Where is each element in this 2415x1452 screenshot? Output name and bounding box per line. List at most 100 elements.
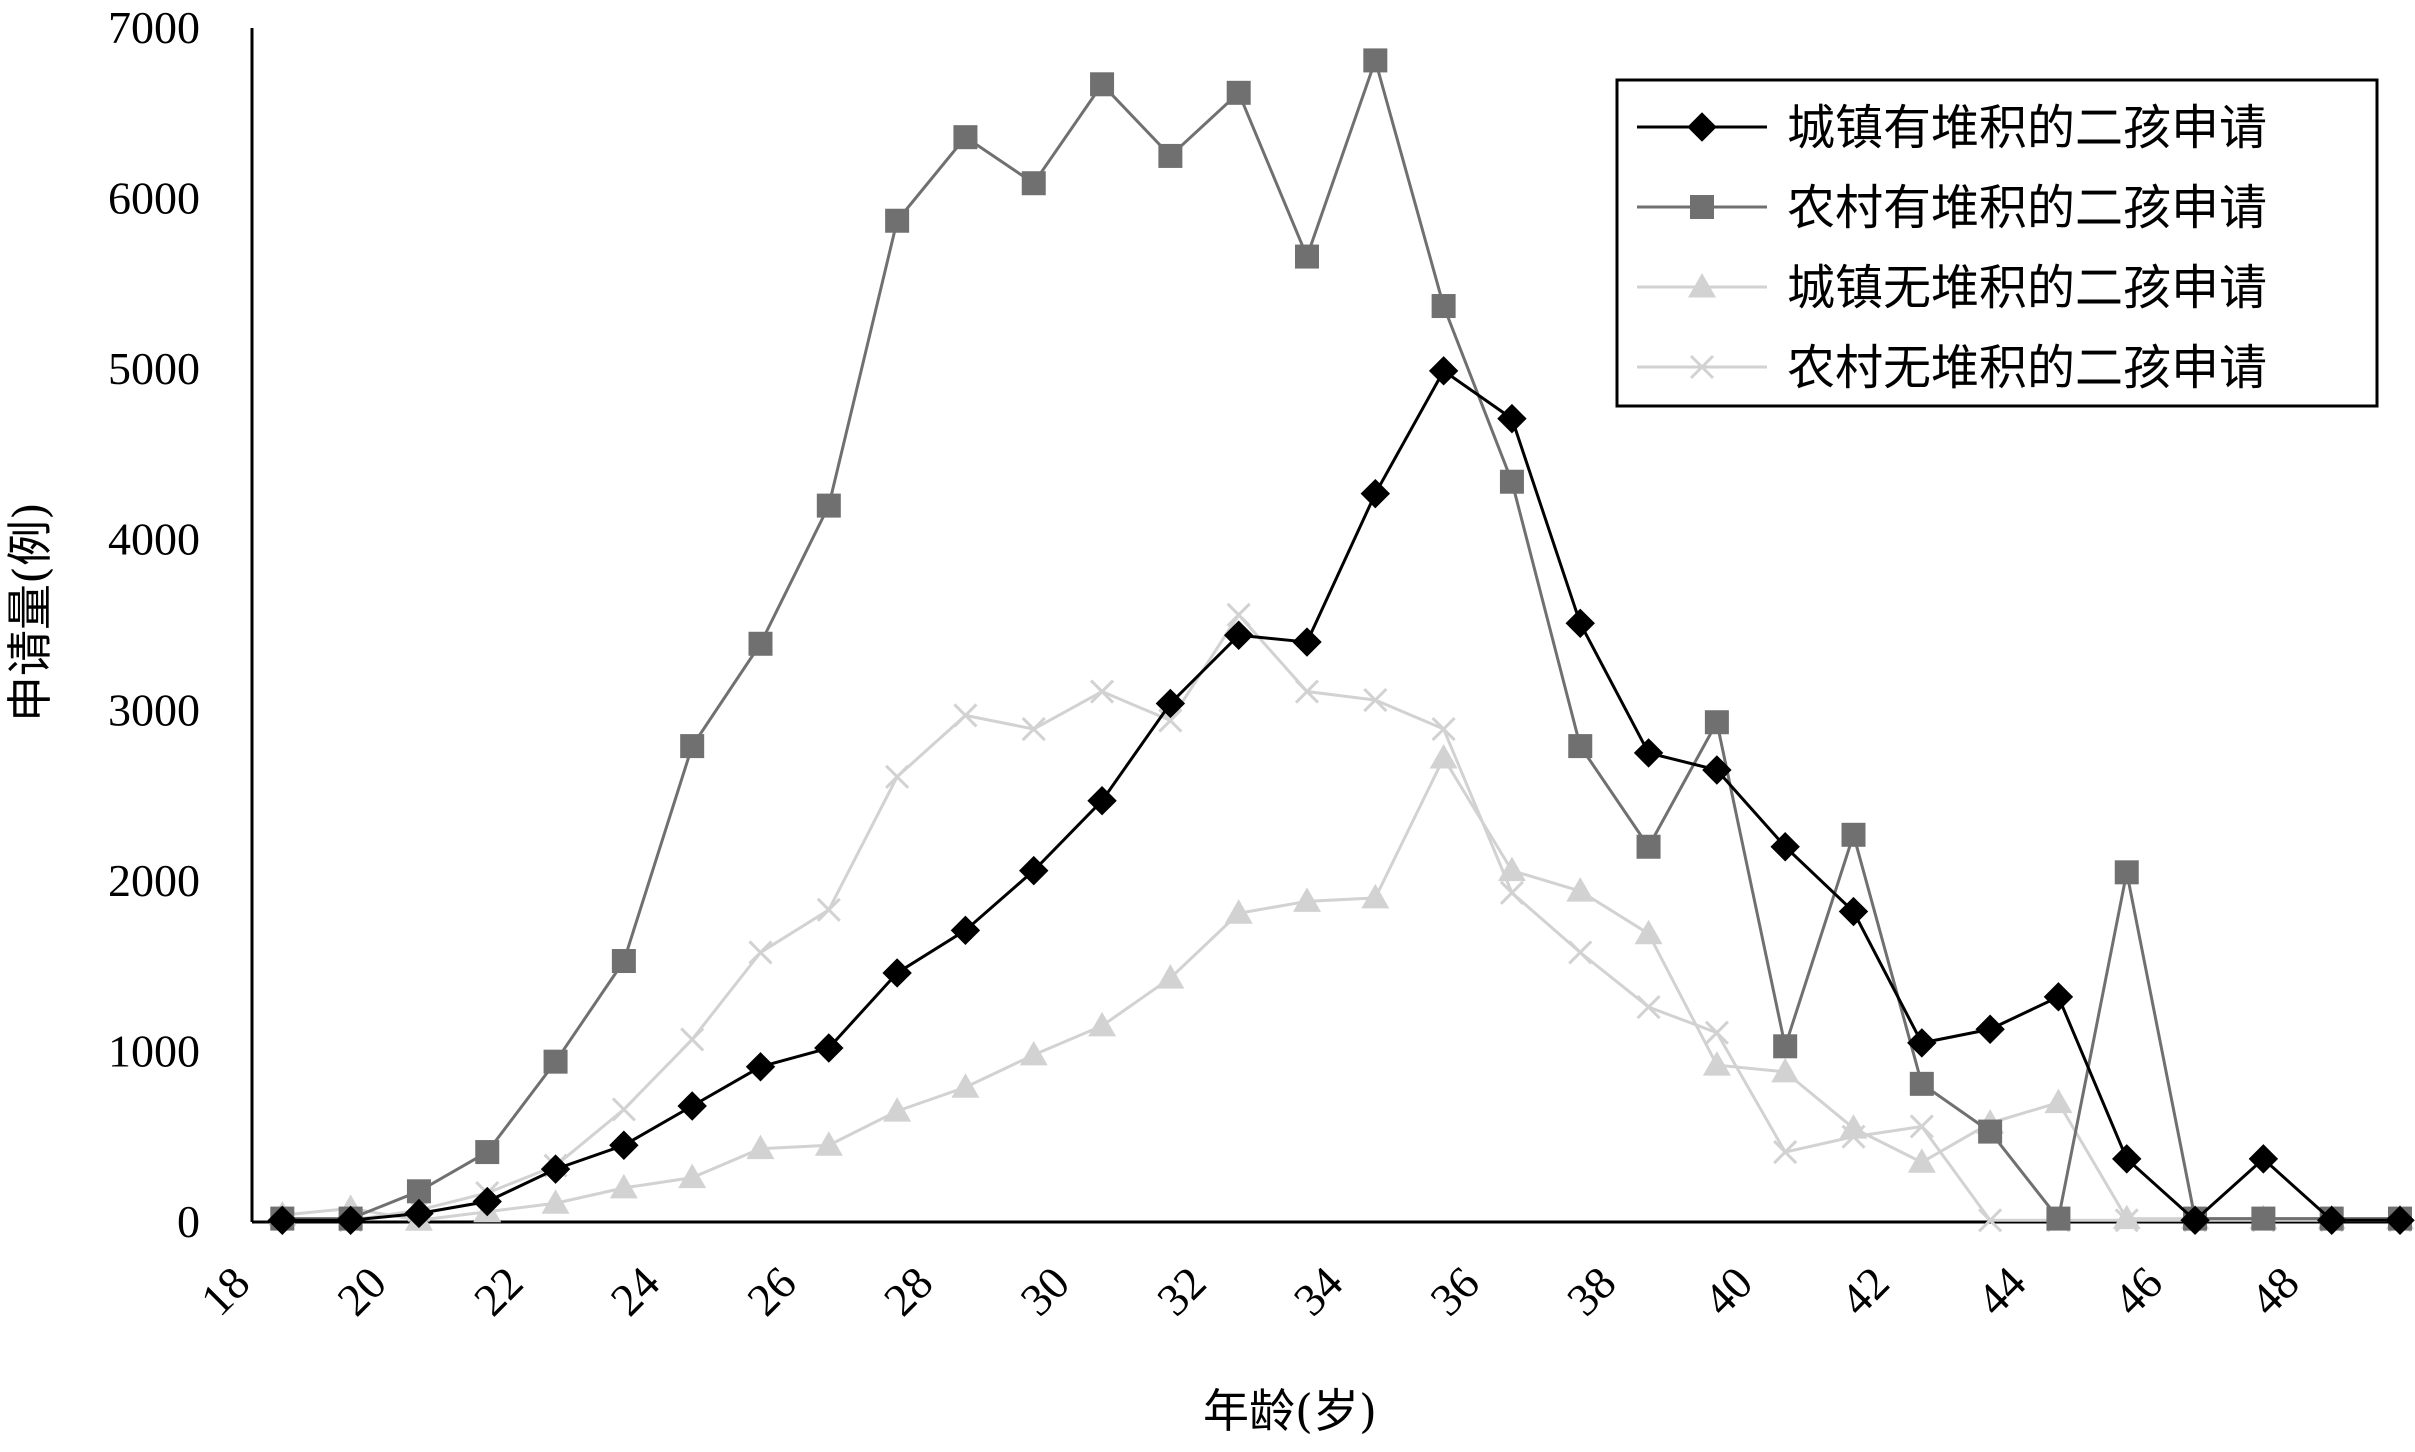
data-point — [540, 1154, 571, 1184]
legend-entry: 城镇无堆积的二孩申请 — [1637, 260, 2267, 316]
data-point — [748, 631, 773, 656]
x-tick-label: 44 — [1967, 1257, 2036, 1326]
data-point — [1431, 294, 1456, 319]
data-point — [2044, 1088, 2073, 1114]
data-point — [1156, 964, 1185, 989]
data-point — [611, 949, 636, 974]
x-tick-label: 20 — [327, 1257, 396, 1326]
data-point — [2316, 1205, 2347, 1236]
y-tick-label: 2000 — [108, 855, 200, 906]
y-tick-label: 1000 — [108, 1025, 200, 1076]
x-tick-label: 38 — [1557, 1257, 1626, 1326]
series-line — [282, 754, 2400, 1222]
data-point — [1565, 608, 1595, 639]
x-tick-label: 30 — [1010, 1257, 1079, 1326]
data-point — [677, 1091, 707, 1121]
data-point — [1226, 602, 1251, 627]
x-tick-label: 26 — [737, 1257, 806, 1326]
data-point — [609, 1173, 638, 1199]
data-point — [1019, 855, 1049, 886]
x-tick-label: 40 — [1694, 1257, 1763, 1326]
data-point — [472, 1186, 502, 1217]
data-point — [1158, 143, 1183, 168]
data-point — [814, 1131, 843, 1156]
data-point — [2112, 1204, 2141, 1230]
data-point — [882, 958, 912, 988]
data-point — [1907, 1148, 1936, 1173]
series-line — [282, 55, 2400, 1223]
data-point — [680, 1027, 705, 1052]
data-point — [1363, 48, 1388, 73]
data-point — [1021, 171, 1046, 196]
axes — [250, 28, 2400, 1224]
data-point — [1702, 755, 1732, 785]
data-point — [745, 1052, 776, 1082]
data-point — [1702, 1051, 1731, 1076]
data-point — [611, 1097, 636, 1122]
data-point — [1361, 883, 1390, 909]
y-tick-label: 6000 — [108, 173, 200, 224]
data-point — [1428, 356, 1459, 386]
data-point — [1088, 1011, 1117, 1037]
legend-entry: 农村有堆积的二孩申请 — [1637, 180, 2267, 236]
data-point — [1704, 710, 1729, 735]
data-point — [1293, 887, 1321, 912]
data-point — [1155, 688, 1186, 719]
data-point — [953, 125, 978, 150]
legend-label: 农村无堆积的二孩申请 — [1787, 340, 2267, 396]
data-point — [1978, 1119, 2003, 1144]
data-point — [1773, 1034, 1798, 1059]
data-point — [1499, 469, 1524, 494]
x-tick-label: 48 — [2240, 1257, 2309, 1326]
data-point — [1909, 1114, 1934, 1139]
legend-label: 农村有堆积的二孩申请 — [1787, 180, 2267, 236]
y-axis-title: 申请量(例) — [3, 502, 57, 722]
series-1 — [267, 356, 2415, 1236]
series-line — [282, 612, 2400, 1222]
data-point — [2046, 1206, 2071, 1231]
data-point — [2114, 860, 2139, 885]
y-tick-label: 0 — [177, 1196, 200, 1247]
data-point — [1090, 72, 1115, 97]
data-point — [1360, 478, 1391, 509]
data-point — [2112, 1144, 2142, 1174]
data-point — [951, 1073, 980, 1098]
data-point — [1704, 1020, 1729, 1045]
series-line — [282, 368, 2400, 1223]
x-axis-title: 年龄(岁) — [1203, 1384, 1377, 1438]
data-point — [748, 940, 773, 965]
data-point — [1568, 940, 1593, 965]
legend-label: 城镇有堆积的二孩申请 — [1787, 100, 2267, 156]
data-point — [1636, 995, 1661, 1020]
data-point — [541, 1189, 570, 1214]
data-point — [2248, 1144, 2279, 1174]
data-point — [404, 1198, 434, 1229]
legend-entry: 农村无堆积的二孩申请 — [1637, 340, 2267, 396]
data-point — [1019, 1040, 1048, 1066]
data-point — [1294, 679, 1320, 704]
data-point — [1634, 919, 1663, 945]
x-tick-label: 46 — [2103, 1257, 2172, 1326]
data-point — [1839, 1114, 1868, 1139]
x-tick-label: 28 — [874, 1257, 943, 1326]
data-point — [1224, 899, 1253, 924]
data-point — [1087, 785, 1117, 816]
data-point — [816, 897, 841, 922]
data-point — [678, 1163, 707, 1189]
data-point — [1568, 734, 1593, 759]
data-point — [1497, 403, 1527, 434]
data-point — [1089, 679, 1115, 704]
data-point — [1771, 1057, 1800, 1083]
data-point — [1499, 880, 1525, 905]
x-tick-label: 36 — [1420, 1257, 1489, 1326]
data-point — [1363, 687, 1388, 713]
data-point — [267, 1205, 298, 1236]
data-point — [1566, 877, 1595, 902]
data-point — [609, 1130, 639, 1160]
data-point — [1838, 896, 1869, 927]
x-tick-label: 18 — [191, 1257, 260, 1326]
data-point — [1687, 112, 1717, 142]
data-point — [1688, 273, 1716, 298]
data-point — [543, 1049, 568, 1074]
x-tick-label: 24 — [601, 1257, 670, 1326]
